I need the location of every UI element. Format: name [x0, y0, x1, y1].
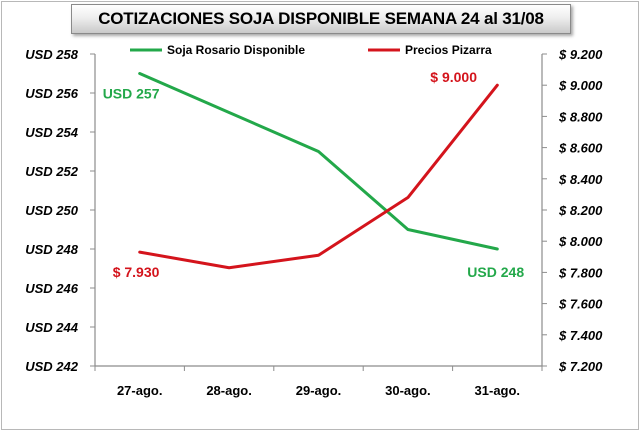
y-right-tick-label: $ 7.800: [558, 265, 603, 280]
x-tick-label: 29-ago.: [296, 383, 342, 398]
x-tick-label: 31-ago.: [475, 383, 521, 398]
y-right-tick-label: $ 8.000: [558, 234, 603, 249]
series-line-2: [138, 83, 499, 270]
legend-label-2: Precios Pizarra: [405, 43, 492, 57]
chart-title-box: COTIZACIONES SOJA DISPONIBLE SEMANA 24 a…: [71, 4, 571, 34]
y-right-tick-label: $ 8.800: [558, 109, 603, 124]
chart-title: COTIZACIONES SOJA DISPONIBLE SEMANA 24 a…: [98, 9, 544, 28]
y-right-tick-label: $ 9.000: [558, 78, 603, 93]
x-tick-label: 30-ago.: [385, 383, 431, 398]
y-right-tick-label: $ 7.200: [558, 359, 603, 374]
y-right-tick-label: $ 7.600: [558, 297, 603, 312]
data-label: USD 248: [467, 264, 524, 280]
data-label: USD 257: [103, 86, 160, 102]
y-left-tick-label: USD 244: [25, 320, 79, 335]
legend-label-1: Soja Rosario Disponible: [167, 43, 305, 57]
y-right-tick-label: $ 8.400: [558, 172, 603, 187]
y-left-tick-label: USD 258: [25, 47, 79, 62]
data-label: $ 9.000: [430, 69, 477, 85]
series-line-1: [138, 72, 499, 251]
y-right-tick-label: $ 9.200: [558, 47, 603, 62]
y-left-tick-label: USD 256: [25, 86, 79, 101]
y-right-tick-label: $ 8.200: [558, 203, 603, 218]
y-left-tick-label: USD 252: [25, 164, 79, 179]
y-left-tick-label: USD 254: [25, 125, 79, 140]
y-left-tick-label: USD 248: [25, 242, 79, 257]
x-tick-label: 28-ago.: [206, 383, 252, 398]
y-right-tick-label: $ 7.400: [558, 328, 603, 343]
data-label: $ 7.930: [113, 264, 160, 280]
y-left-tick-label: USD 250: [25, 203, 79, 218]
x-tick-label: 27-ago.: [117, 383, 163, 398]
y-left-tick-label: USD 242: [25, 359, 79, 374]
y-right-tick-label: $ 8.600: [558, 141, 603, 156]
y-left-tick-label: USD 246: [25, 281, 79, 296]
